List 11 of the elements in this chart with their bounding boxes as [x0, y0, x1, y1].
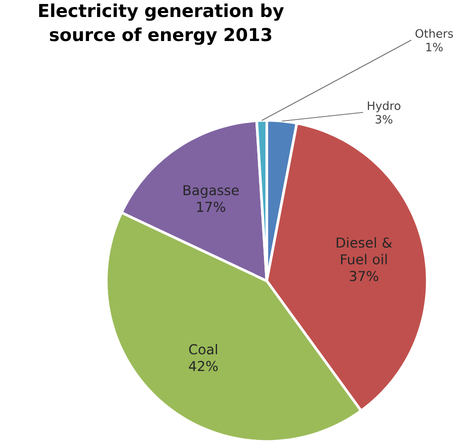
slice-label: Hydro: [368, 101, 400, 112]
slice-label: Coal: [189, 344, 218, 355]
slice-label: Others: [416, 29, 453, 38]
data-label: 42%: [188, 361, 218, 372]
slice-label: Bagasse: [184, 185, 239, 198]
data-label: 1%: [426, 42, 443, 52]
data-label: 3%: [376, 115, 392, 124]
chart-title: Electricity generation by source of energy 2013: [39, 4, 284, 45]
data-label: 17%: [197, 202, 226, 212]
data-label: 37%: [350, 271, 378, 282]
slice-label: Diesel & Fuel oil: [336, 237, 392, 265]
